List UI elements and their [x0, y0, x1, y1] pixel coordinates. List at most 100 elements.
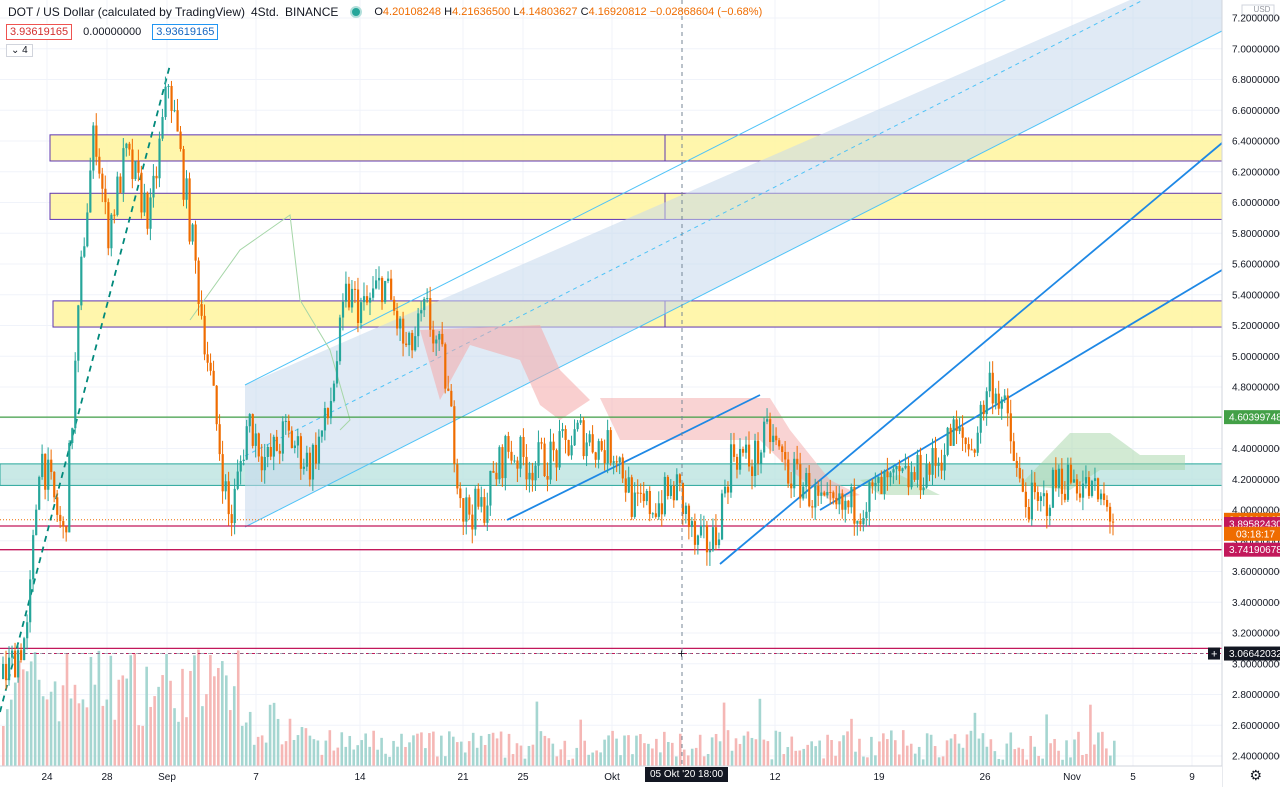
candle-body — [814, 485, 817, 508]
candle-body — [447, 388, 450, 391]
candle-body — [865, 511, 868, 519]
candle-body — [844, 500, 847, 510]
sell-price-chip[interactable]: 3.93619165 — [6, 24, 73, 40]
candle-body — [549, 441, 552, 480]
candle-body — [546, 476, 549, 480]
candle-body — [672, 485, 676, 501]
volume-bar — [296, 735, 300, 766]
candle-body — [365, 296, 369, 303]
volume-bar — [1069, 757, 1072, 766]
candle-body — [125, 143, 128, 149]
time-tick-label: 28 — [101, 772, 113, 783]
candle-body — [104, 188, 107, 203]
candle-body — [1069, 464, 1073, 483]
candle-body — [396, 310, 399, 329]
symbol-title[interactable]: DOT / US Dollar (calculated by TradingVi… — [8, 5, 245, 19]
candle-body — [296, 436, 299, 446]
volume-bar — [814, 746, 817, 766]
trend-line — [0, 64, 171, 713]
time-tick-label: 7 — [253, 772, 259, 783]
volume-bar — [491, 732, 495, 766]
volume-bar — [268, 704, 272, 766]
volume-bar — [655, 738, 658, 766]
volume-bar — [706, 754, 710, 766]
volume-bar — [483, 744, 487, 766]
candle-body — [702, 525, 706, 527]
candle-body — [305, 452, 309, 467]
volume-bar — [762, 739, 766, 766]
candle-body — [1027, 507, 1030, 520]
candle-body — [895, 466, 898, 470]
candle-body — [266, 446, 269, 457]
volume-bar — [850, 718, 853, 766]
candle-body — [847, 500, 850, 508]
candle-body — [805, 473, 808, 487]
candle-body — [122, 148, 125, 193]
volume-bar — [905, 745, 909, 766]
candle-body — [483, 497, 486, 523]
candle-body — [411, 332, 414, 351]
candle-body — [1066, 464, 1070, 500]
candle-body — [985, 391, 988, 415]
candle-body — [588, 434, 591, 443]
volume-bar — [611, 730, 614, 766]
candle-body — [886, 471, 889, 478]
candle-body — [80, 256, 83, 306]
candle-body — [1063, 493, 1067, 500]
candle-body — [417, 313, 420, 337]
candle-body — [224, 481, 227, 492]
volume-bar — [201, 706, 204, 766]
candle-body — [919, 454, 922, 491]
candle-body — [940, 462, 943, 471]
candle-body — [453, 406, 456, 465]
candle-body — [344, 283, 348, 302]
volume-bar — [97, 650, 101, 766]
volume-bar — [1009, 732, 1013, 766]
candle-body — [209, 362, 212, 371]
candle-body — [260, 456, 263, 471]
volume-bar — [9, 699, 13, 766]
interval-label[interactable]: 4Std. — [250, 5, 280, 19]
volume-bar — [909, 743, 913, 766]
candle-body — [1057, 468, 1061, 488]
candle-body — [107, 202, 110, 249]
candle-body — [663, 476, 666, 515]
candle-body — [976, 432, 979, 453]
candle-body — [982, 404, 985, 415]
candle-body — [257, 433, 260, 457]
volume-bar — [276, 718, 280, 766]
volume-bar — [866, 757, 869, 766]
candle-body — [787, 459, 790, 484]
price-tick-label: 7.20000000 — [1232, 14, 1280, 25]
volume-bar — [933, 746, 937, 766]
volume-bar — [344, 746, 348, 766]
candle-body — [883, 471, 886, 494]
volume-bars — [2, 649, 1116, 766]
volume-bar — [372, 730, 375, 766]
price-tick-label: 6.40000000 — [1232, 137, 1280, 148]
gear-icon[interactable]: ⚙ — [1249, 767, 1262, 783]
candle-body — [501, 447, 504, 479]
candle-body — [519, 436, 522, 469]
buy-price-chip[interactable]: 3.93619165 — [152, 24, 219, 40]
countdown-label: 03:18:17 — [1236, 529, 1275, 540]
volume-bar — [913, 753, 917, 766]
volume-bar — [428, 733, 431, 766]
candle-body — [444, 344, 447, 389]
time-tick-label: 19 — [873, 772, 885, 783]
channel-upper — [244, 0, 1006, 386]
candle-body — [438, 333, 441, 340]
volume-bar — [416, 733, 419, 766]
volume-bar — [292, 739, 296, 766]
volume-bar — [1045, 714, 1048, 766]
candle-body — [495, 472, 498, 480]
indicator-toggle[interactable]: ⌄ 4 — [6, 44, 33, 57]
volume-bar — [451, 736, 455, 766]
candle-body — [119, 176, 122, 193]
volume-bar — [177, 721, 180, 766]
volume-bar — [651, 748, 654, 766]
candle-body — [901, 468, 904, 472]
candle-body — [441, 333, 444, 345]
candle-body — [937, 462, 940, 466]
